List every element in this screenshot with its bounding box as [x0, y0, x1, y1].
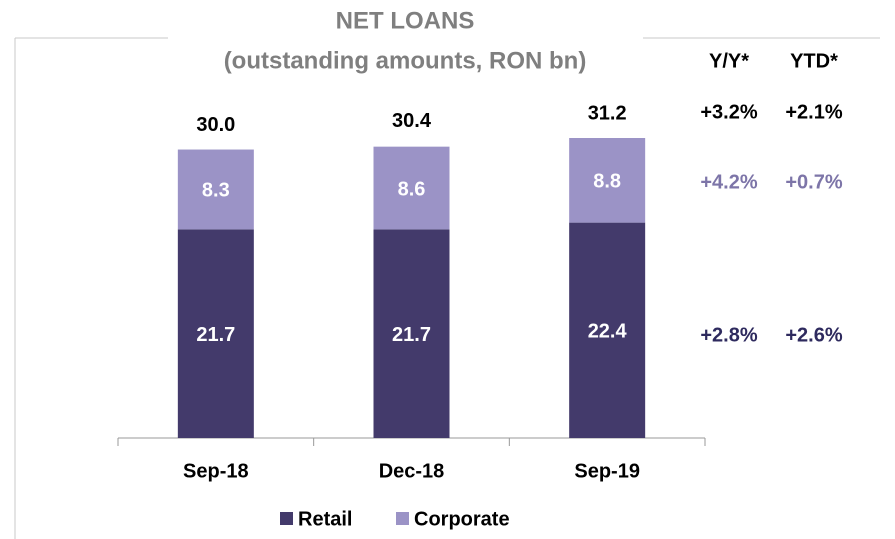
- bar-segment: [569, 138, 646, 223]
- x-tick-label: Sep-18: [183, 460, 249, 482]
- table-cell: +3.2%: [700, 101, 757, 123]
- legend-swatch: [396, 512, 409, 525]
- x-tick-label: Dec-18: [379, 460, 445, 482]
- table-cell: +0.7%: [785, 171, 842, 193]
- table-header: Y/Y*: [709, 50, 749, 72]
- table-cell: +2.1%: [785, 101, 842, 123]
- total-label: 30.0: [196, 114, 235, 136]
- value-label: 8.3: [202, 180, 230, 202]
- value-label: 8.6: [398, 178, 426, 200]
- legend-label: Retail: [298, 508, 352, 530]
- bar-segment: [569, 222, 646, 438]
- table-cell: +2.8%: [700, 324, 757, 346]
- title-background: [168, 2, 643, 80]
- value-label: 22.4: [588, 321, 628, 343]
- chart-title: NET LOANS: [336, 7, 475, 34]
- x-tick-label: Sep-19: [574, 460, 640, 482]
- value-label: 21.7: [392, 324, 431, 346]
- value-label: 21.7: [196, 324, 235, 346]
- bar-segment: [373, 229, 450, 438]
- bar-segment: [177, 149, 254, 230]
- table-header: YTD*: [790, 50, 838, 72]
- bar-segment: [177, 229, 254, 438]
- value-label: 8.8: [593, 171, 621, 193]
- chart-subtitle: (outstanding amounts, RON bn): [224, 47, 587, 74]
- total-label: 30.4: [392, 110, 432, 132]
- table-cell: +4.2%: [700, 171, 757, 193]
- bar-segment: [373, 146, 450, 230]
- legend-label: Corporate: [414, 508, 510, 530]
- table-cell: +2.6%: [785, 324, 842, 346]
- total-label: 31.2: [588, 102, 627, 124]
- legend-swatch: [280, 512, 293, 525]
